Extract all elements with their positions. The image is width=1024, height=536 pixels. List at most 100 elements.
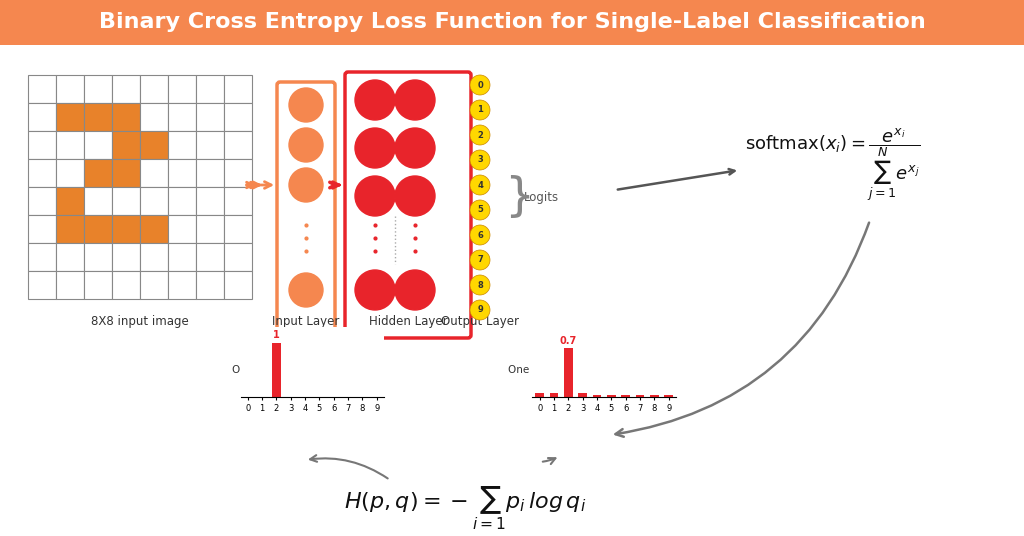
Text: 7: 7 <box>477 256 483 264</box>
Bar <box>56 215 84 243</box>
Bar <box>28 131 56 159</box>
Circle shape <box>470 275 490 295</box>
Bar <box>622 394 630 397</box>
Circle shape <box>470 225 490 245</box>
Circle shape <box>470 150 490 170</box>
Bar <box>272 343 281 397</box>
Bar <box>28 271 56 299</box>
Text: 5: 5 <box>477 205 483 214</box>
Circle shape <box>470 250 490 270</box>
Text: 6: 6 <box>477 230 483 240</box>
Bar <box>168 131 196 159</box>
FancyArrowPatch shape <box>543 458 555 464</box>
Bar <box>56 159 84 187</box>
Circle shape <box>289 128 323 162</box>
Bar <box>28 103 56 131</box>
Circle shape <box>289 168 323 202</box>
Bar <box>224 271 252 299</box>
Text: Binary Cross Entropy Loss Function for Single-Label Classification: Binary Cross Entropy Loss Function for S… <box>98 12 926 32</box>
Bar <box>168 159 196 187</box>
Bar <box>196 159 224 187</box>
Text: Output Layer: Output Layer <box>441 315 519 328</box>
Bar <box>140 75 168 103</box>
Bar <box>112 75 140 103</box>
Bar <box>224 159 252 187</box>
Text: 8X8 input image: 8X8 input image <box>91 315 188 328</box>
Circle shape <box>289 273 323 307</box>
Text: $H(p,q) = -\sum_{i=1} p_i \, log \, q_i$: $H(p,q) = -\sum_{i=1} p_i \, log \, q_i$ <box>344 485 586 532</box>
Circle shape <box>395 80 435 120</box>
Circle shape <box>355 176 395 216</box>
Bar <box>196 103 224 131</box>
Bar <box>112 187 140 215</box>
Bar <box>140 103 168 131</box>
Circle shape <box>470 125 490 145</box>
Bar <box>196 187 224 215</box>
Bar <box>196 131 224 159</box>
Bar <box>224 187 252 215</box>
Bar <box>168 215 196 243</box>
Text: One Hot Encoding for ground
probability (p): One Hot Encoding for ground probability … <box>232 365 384 388</box>
Bar <box>84 215 112 243</box>
Bar <box>650 395 658 397</box>
Bar <box>28 75 56 103</box>
Bar <box>56 75 84 103</box>
Bar <box>607 394 615 397</box>
Bar <box>564 348 572 397</box>
Bar <box>28 215 56 243</box>
Text: 0.7: 0.7 <box>560 336 577 346</box>
Circle shape <box>470 75 490 95</box>
Text: $\mathrm{softmax}(x_i) = \dfrac{e^{x_i}}{\sum_{j=1}^{N} e^{x_j}}$: $\mathrm{softmax}(x_i) = \dfrac{e^{x_i}}… <box>745 126 921 203</box>
Bar <box>665 395 673 397</box>
Bar <box>196 75 224 103</box>
Circle shape <box>470 175 490 195</box>
Bar <box>28 243 56 271</box>
Bar <box>536 393 544 397</box>
Circle shape <box>395 270 435 310</box>
Bar <box>112 131 140 159</box>
Bar <box>140 243 168 271</box>
Circle shape <box>355 270 395 310</box>
Bar <box>112 103 140 131</box>
Bar <box>196 271 224 299</box>
Bar <box>550 393 558 397</box>
Circle shape <box>470 300 490 320</box>
Text: One Hot Encoding for predicted
probability (q): One Hot Encoding for predicted probabili… <box>508 365 673 388</box>
Bar <box>84 159 112 187</box>
Text: 3: 3 <box>477 155 483 165</box>
Bar <box>168 243 196 271</box>
FancyBboxPatch shape <box>345 72 471 338</box>
Bar <box>168 103 196 131</box>
Bar <box>168 271 196 299</box>
Bar <box>84 75 112 103</box>
Bar <box>224 131 252 159</box>
Bar <box>593 394 601 397</box>
Bar <box>140 215 168 243</box>
Bar <box>224 243 252 271</box>
FancyBboxPatch shape <box>0 0 1024 45</box>
Circle shape <box>355 128 395 168</box>
Circle shape <box>395 128 435 168</box>
Text: Logits: Logits <box>524 191 559 204</box>
Bar <box>84 131 112 159</box>
Circle shape <box>395 176 435 216</box>
Bar <box>140 159 168 187</box>
Bar <box>112 243 140 271</box>
Bar <box>224 103 252 131</box>
Bar <box>28 159 56 187</box>
Bar <box>56 243 84 271</box>
Bar <box>84 243 112 271</box>
Text: 4: 4 <box>477 181 483 190</box>
Bar <box>112 271 140 299</box>
Bar <box>224 215 252 243</box>
Text: Input Layer: Input Layer <box>272 315 340 328</box>
Text: 0: 0 <box>477 80 483 90</box>
FancyArrowPatch shape <box>615 222 869 437</box>
Bar <box>140 271 168 299</box>
Text: 2: 2 <box>477 130 483 139</box>
Bar <box>84 271 112 299</box>
Bar <box>168 187 196 215</box>
Circle shape <box>355 80 395 120</box>
Bar <box>56 187 84 215</box>
Bar <box>84 103 112 131</box>
